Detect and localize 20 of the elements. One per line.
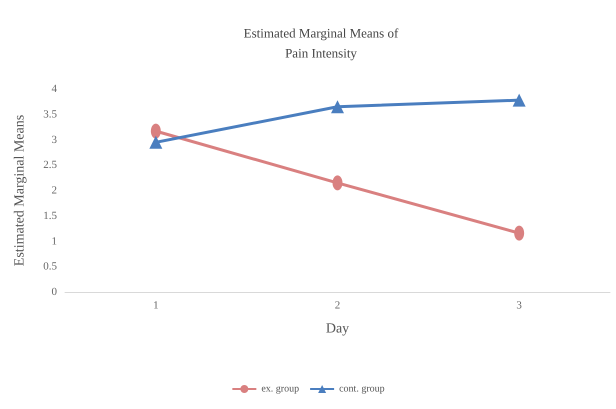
y-tick-label: 1 bbox=[52, 235, 57, 248]
y-axis-title: Estimated Marginal Means bbox=[12, 114, 28, 266]
y-tick-label: 2 bbox=[52, 184, 57, 196]
x-axis-title: Day bbox=[326, 322, 350, 336]
point bbox=[149, 136, 162, 149]
y-tick-label: 4 bbox=[52, 83, 58, 95]
y-tick-label: 3.5 bbox=[43, 108, 58, 120]
x-tick-label: 2 bbox=[334, 300, 340, 312]
x-tick-label: 1 bbox=[153, 300, 159, 312]
y-tick-label: 0.5 bbox=[43, 260, 58, 273]
x-tick-label: 3 bbox=[516, 300, 522, 312]
y-tick-label: 0 bbox=[52, 286, 58, 298]
chart-title: Estimated Marginal Means of Pain Intensity bbox=[244, 26, 399, 60]
point bbox=[331, 100, 344, 114]
y-tick-label: 3 bbox=[52, 134, 58, 146]
y-tick-label: 1.5 bbox=[43, 210, 58, 222]
point bbox=[512, 94, 526, 107]
legend-label: ex. group bbox=[261, 384, 300, 394]
y-tick-label: 2.5 bbox=[43, 159, 58, 172]
legend-label: cont. group bbox=[339, 384, 385, 394]
